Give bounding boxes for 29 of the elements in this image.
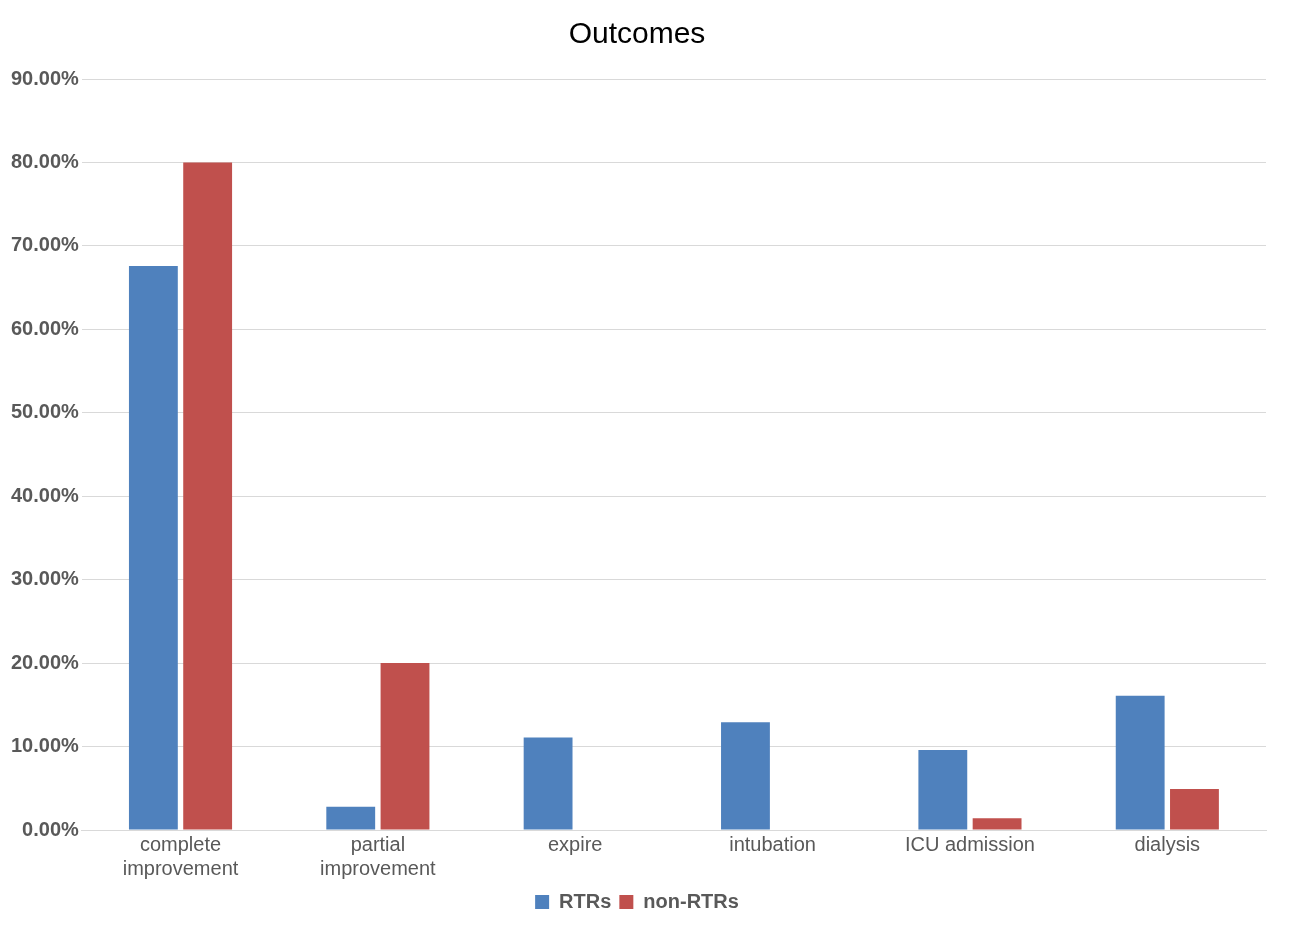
- y-tick-label: 0.00%: [22, 817, 80, 840]
- bar: [183, 162, 233, 830]
- x-tick-label: dialysis: [1134, 832, 1201, 855]
- y-tick-label: 30.00%: [10, 567, 80, 590]
- bar: [380, 663, 430, 830]
- legend-label: non-RTRs: [643, 889, 739, 912]
- legend-label: RTRs: [559, 889, 612, 912]
- x-tick-label: intubation: [729, 832, 816, 855]
- bar: [523, 737, 573, 830]
- bar: [721, 722, 770, 830]
- bar: [1170, 789, 1219, 830]
- y-tick-label: 50.00%: [10, 400, 80, 423]
- x-tick-label: ICU admission: [904, 832, 1035, 855]
- y-tick-label: 60.00%: [10, 316, 80, 339]
- bar: [326, 806, 376, 830]
- y-tick-label: 70.00%: [10, 233, 80, 256]
- y-tick-label: 10.00%: [10, 734, 80, 757]
- x-tick-label: expire: [547, 832, 603, 855]
- x-tick-label: partial improvement: [320, 832, 437, 879]
- chart-title: Outcomes: [568, 16, 706, 50]
- bar: [1115, 695, 1165, 830]
- bar: [128, 265, 178, 830]
- y-tick-label: 80.00%: [10, 149, 80, 172]
- y-tick-label: 40.00%: [10, 483, 80, 506]
- x-tick-label: complete improvement: [122, 832, 239, 879]
- y-tick-label: 20.00%: [10, 650, 80, 673]
- bar: [918, 749, 968, 830]
- bar: [972, 818, 1022, 830]
- y-tick-label: 90.00%: [10, 66, 80, 89]
